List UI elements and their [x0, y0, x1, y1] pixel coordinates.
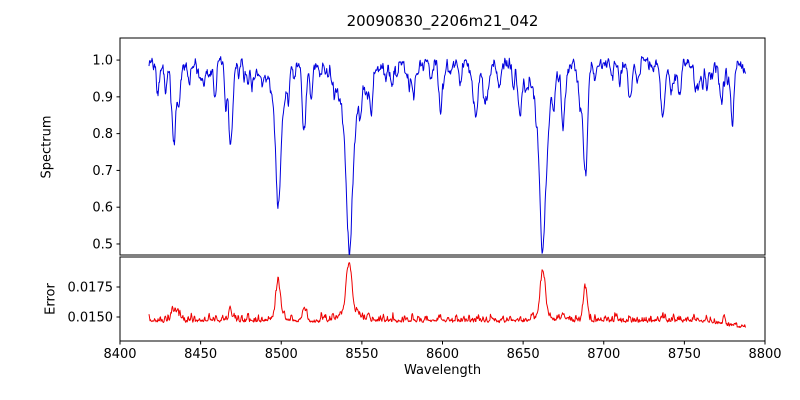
error-axes-frame	[119, 256, 766, 342]
spectrum-y-tick-label: 0.6	[92, 201, 113, 216]
spectrum-line	[148, 56, 747, 255]
x-tick-label: 8700	[587, 347, 620, 362]
error-line	[148, 262, 747, 328]
error-y-tick-label: 0.0150	[68, 311, 114, 326]
chart-title: 20090830_2206m21_042	[346, 12, 539, 30]
x-tick-label: 8750	[668, 347, 701, 362]
x-tick-label: 8550	[345, 347, 378, 362]
x-axis-label: Wavelength	[403, 363, 482, 378]
spectrum-y-tick-label: 0.7	[92, 164, 113, 179]
x-tick-label: 8600	[426, 347, 459, 362]
x-tick-label: 8650	[507, 347, 540, 362]
spectrum-axes-frame	[119, 37, 766, 256]
x-tick-label: 8400	[103, 347, 136, 362]
spectrum-y-tick-label: 0.8	[92, 127, 113, 142]
spectrum-y-axis-label: Spectrum	[39, 115, 55, 179]
x-tick-label: 8450	[184, 347, 217, 362]
spectrum-y-tick-label: 1.0	[92, 54, 113, 69]
spectrum-y-tick-label: 0.9	[92, 90, 113, 105]
x-tick-label: 8500	[265, 347, 298, 362]
x-tick-label: 8800	[748, 347, 781, 362]
error-y-axis-label: Error	[43, 283, 59, 315]
error-y-tick-label: 0.0175	[68, 281, 114, 296]
spectrum-y-tick-label: 0.5	[92, 237, 113, 252]
